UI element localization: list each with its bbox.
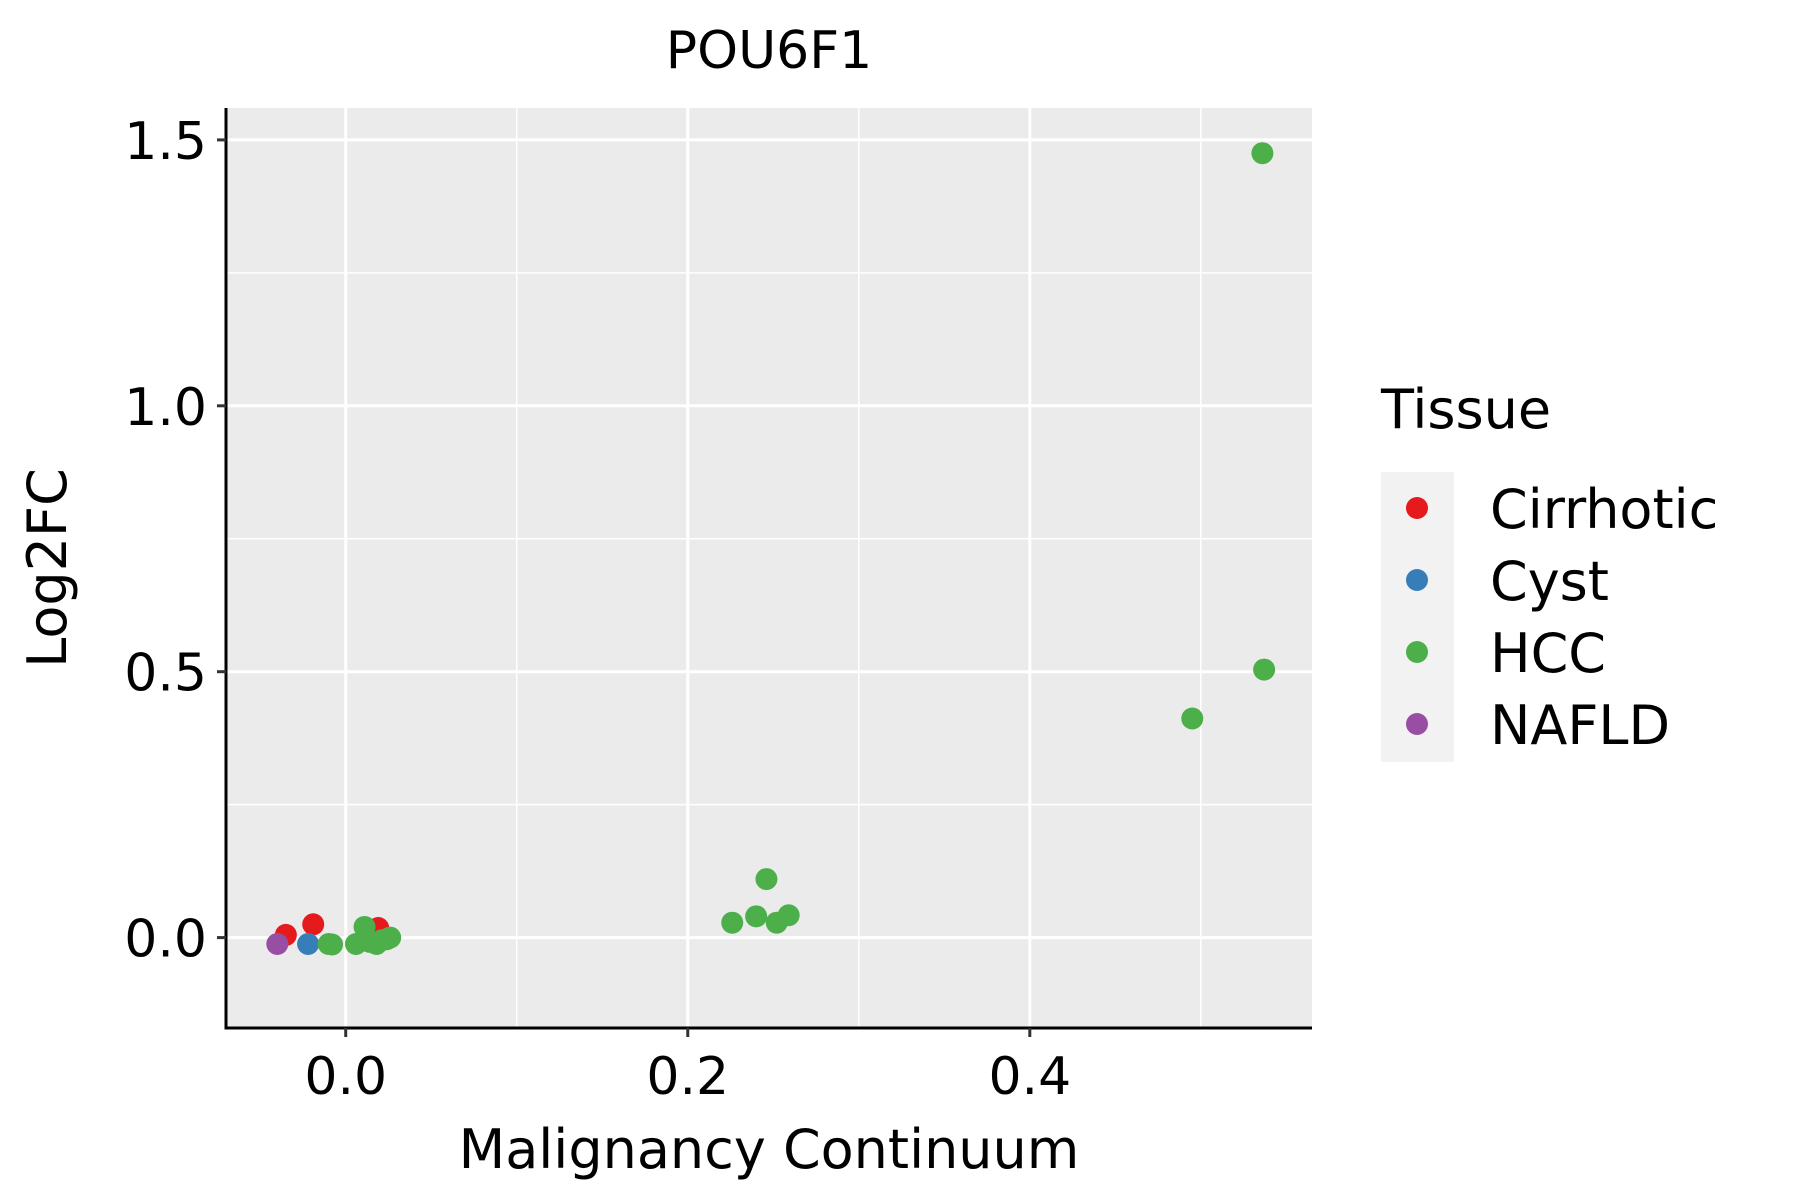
legend-key-nafld: [1406, 713, 1428, 735]
legend-label-hcc: HCC: [1490, 622, 1606, 685]
x-tick-label: 0.4: [988, 1047, 1071, 1107]
x-tick-label: 0.0: [304, 1047, 387, 1107]
legend: Tissue Cirrhotic Cyst HCC NAFLD: [1380, 378, 1718, 762]
legend-items: Cirrhotic Cyst HCC NAFLD: [1406, 478, 1718, 757]
point-hcc: [321, 933, 344, 956]
legend-key-cirrhotic: [1406, 497, 1428, 519]
point-hcc: [379, 926, 402, 949]
point-hcc: [1253, 658, 1276, 681]
plot-panel: [226, 108, 1312, 1028]
point-hcc: [745, 905, 768, 928]
legend-label-cirrhotic: Cirrhotic: [1490, 478, 1718, 541]
legend-key-hcc: [1406, 641, 1428, 663]
x-axis-title: Malignancy Continuum: [459, 1118, 1080, 1181]
chart-title: POU6F1: [666, 21, 872, 81]
grid-minor: [226, 108, 1312, 1028]
legend-title: Tissue: [1380, 378, 1551, 441]
point-cyst: [297, 932, 320, 955]
y-tick-label: 1.5: [124, 112, 207, 172]
x-tick-label: 0.2: [646, 1047, 729, 1107]
point-cirrhotic: [302, 913, 325, 936]
point-hcc: [1251, 142, 1274, 165]
point-nafld: [266, 932, 289, 955]
point-hcc: [777, 904, 800, 927]
point-hcc: [1181, 707, 1204, 730]
y-axis-ticks: 0.0 0.5 1.0 1.5: [124, 112, 226, 970]
grid-major: [226, 108, 1312, 1028]
y-tick-label: 0.0: [124, 910, 207, 970]
data-points: [266, 142, 1276, 956]
point-hcc: [721, 911, 744, 934]
x-axis-ticks: 0.0 0.2 0.4: [304, 1028, 1071, 1107]
y-tick-label: 1.0: [124, 378, 207, 438]
legend-label-nafld: NAFLD: [1490, 694, 1670, 757]
y-tick-label: 0.5: [124, 644, 207, 704]
y-axis-title: Log2FC: [16, 468, 79, 668]
legend-key-cyst: [1406, 569, 1428, 591]
point-hcc: [755, 868, 778, 891]
legend-label-cyst: Cyst: [1490, 550, 1609, 613]
